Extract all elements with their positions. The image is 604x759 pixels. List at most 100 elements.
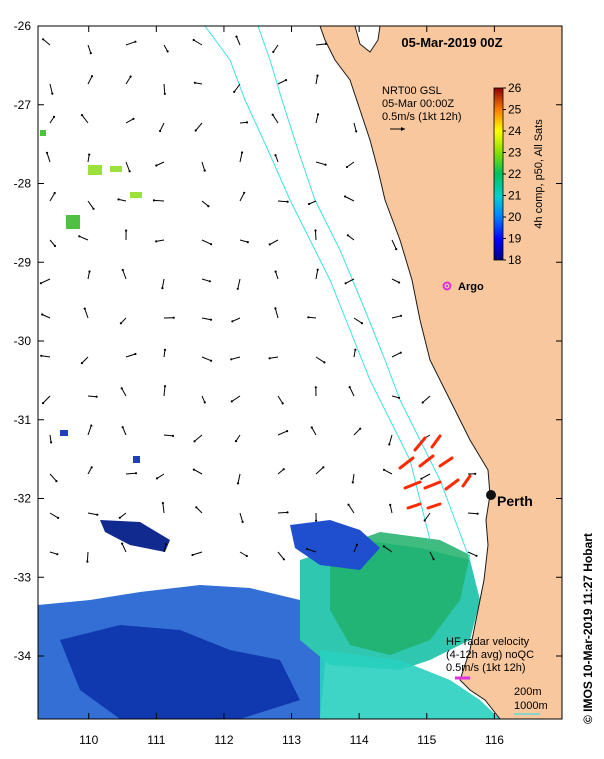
- gsl-vector-arrow: [87, 44, 92, 54]
- sst-colorbar-ticks: 26 25 24 23 22 21 20 19 18: [503, 81, 522, 267]
- gsl-vector-arrow: [79, 235, 89, 241]
- sst-swath-south-darkblue: [60, 625, 300, 719]
- gsl-vector-head: [80, 362, 83, 365]
- gsl-vector-head: [45, 151, 49, 154]
- gsl-vector-arrow: [421, 473, 431, 480]
- gsl-vector-arrow: [315, 466, 324, 475]
- gsl-vector-head: [344, 282, 347, 285]
- gsl-vector-head: [209, 318, 213, 321]
- gsl-vector-head: [233, 90, 236, 93]
- gsl-vector-arrow: [87, 467, 93, 475]
- sst-south-bottom: [320, 650, 500, 719]
- gsl-vector-head: [324, 163, 327, 166]
- gsl-vector-arrow: [383, 545, 393, 553]
- gsl-vector-head: [272, 50, 275, 54]
- gsl-vector-head: [129, 75, 132, 78]
- gsl-vector-arrow: [391, 352, 401, 358]
- gsl-vector-head: [192, 468, 195, 471]
- gsl-vector-arrow: [46, 152, 51, 163]
- gsl-vector-arrow: [201, 395, 206, 403]
- gsl-vector-head: [195, 506, 198, 509]
- gsl-vector-head: [388, 443, 391, 446]
- gsl-vector-head: [125, 229, 128, 232]
- gsl-vector-arrow: [40, 278, 51, 284]
- gsl-vector-arrow: [388, 434, 393, 445]
- gsl-vector-head: [230, 400, 233, 403]
- argo-label: Argo: [458, 281, 484, 293]
- gsl-vector-arrow: [159, 122, 165, 132]
- gsl-vector-arrow: [87, 200, 94, 210]
- gsl-vector-arrow: [201, 200, 209, 207]
- gsl-vector-head: [476, 512, 479, 515]
- gsl-vector-head: [203, 401, 206, 404]
- gsl-vector-arrow: [391, 395, 400, 399]
- gsl-vector-arrow: [86, 551, 89, 562]
- gsl-vector-head: [274, 270, 277, 273]
- perth-marker-icon: [486, 490, 496, 500]
- gsl-vector-arrow: [81, 114, 89, 124]
- gsl-vector-head: [355, 130, 358, 133]
- gsl-vector-head: [39, 282, 43, 285]
- gsl-vector-head: [117, 198, 120, 201]
- gsl-vector-head: [395, 248, 398, 251]
- gsl-vector-head: [172, 316, 175, 319]
- gsl-vector-arrow: [87, 512, 98, 516]
- gsl-vector-head: [152, 199, 156, 202]
- gsl-vector-arrow: [125, 76, 132, 85]
- lat-tick-label: -30: [14, 334, 32, 348]
- gsl-vector-head: [56, 553, 59, 556]
- gsl-vector-arrow: [156, 473, 165, 479]
- gsl-vector-arrow: [349, 386, 355, 397]
- gsl-vector-arrow: [239, 152, 243, 163]
- gsl-vector-arrow: [353, 428, 361, 436]
- gsl-vector-arrow: [163, 544, 167, 553]
- lat-tick-label: -27: [14, 98, 32, 112]
- sst-patch-west-1: [60, 430, 68, 436]
- gsl-vector-arrow: [87, 425, 92, 436]
- gsl-vector-arrow: [201, 278, 210, 282]
- gsl-vector-arrow: [429, 551, 435, 560]
- sst-patch-north-2: [110, 166, 122, 172]
- gsl-vector-head: [432, 558, 435, 561]
- gsl-vector-head: [90, 466, 93, 469]
- gsl-vector-arrow: [237, 473, 241, 484]
- gsl-vector-head: [163, 348, 167, 351]
- gsl-vector-field: [39, 35, 479, 563]
- gsl-legend: NRT00 GSL 05-Mar 00:00Z 0.5m/s (1kt 12h): [382, 85, 461, 131]
- sst-band-darkblue-west: [100, 520, 170, 552]
- hf-legend-line1: HF radar velocity: [446, 636, 530, 648]
- gsl-vector-head: [360, 322, 364, 325]
- gsl-vector-head: [96, 513, 99, 516]
- gsl-vector-arrow: [272, 44, 279, 53]
- gsl-vector-head: [268, 357, 271, 360]
- gsl-vector-head: [347, 503, 350, 506]
- gsl-vector-head: [210, 359, 213, 362]
- gsl-vector-arrow: [41, 314, 51, 319]
- gsl-vector-head: [210, 243, 213, 246]
- gsl-vector-arrow: [467, 512, 478, 515]
- gsl-vector-head: [191, 553, 194, 557]
- hf-radar-vector: [438, 456, 454, 468]
- gsl-vector-arrow: [275, 271, 279, 280]
- gsl-vector-arrow: [277, 395, 284, 404]
- gsl-vector-head: [307, 316, 310, 319]
- gsl-vector-arrow: [122, 269, 127, 280]
- gsl-vector-head: [95, 395, 98, 398]
- gsl-vector-head: [134, 472, 138, 475]
- gsl-vector-arrow: [121, 543, 127, 553]
- gsl-vector-head: [399, 314, 403, 317]
- latitude-axis: -26 -27 -28 -29 -30 -31 -32 -33 -34: [14, 19, 562, 663]
- gsl-vector-head: [121, 426, 124, 429]
- sst-band-blue: [290, 520, 380, 570]
- gsl-vector-head: [41, 313, 44, 316]
- gsl-vector-arrow: [201, 161, 206, 171]
- gsl-vector-head: [161, 502, 164, 505]
- gsl-vector-arrow: [49, 83, 53, 94]
- gsl-vector-head: [53, 244, 57, 248]
- gsl-vector-arrow: [239, 512, 244, 523]
- gsl-vector-arrow: [193, 469, 203, 475]
- gsl-vector-head: [171, 434, 175, 437]
- sst-colorbar: 26 25 24 23 22 21 20 19 18 4h comp, p50, All Sat…: [493, 81, 545, 267]
- gsl-vector-arrow: [87, 154, 90, 163]
- gsl-vector-head: [382, 468, 386, 471]
